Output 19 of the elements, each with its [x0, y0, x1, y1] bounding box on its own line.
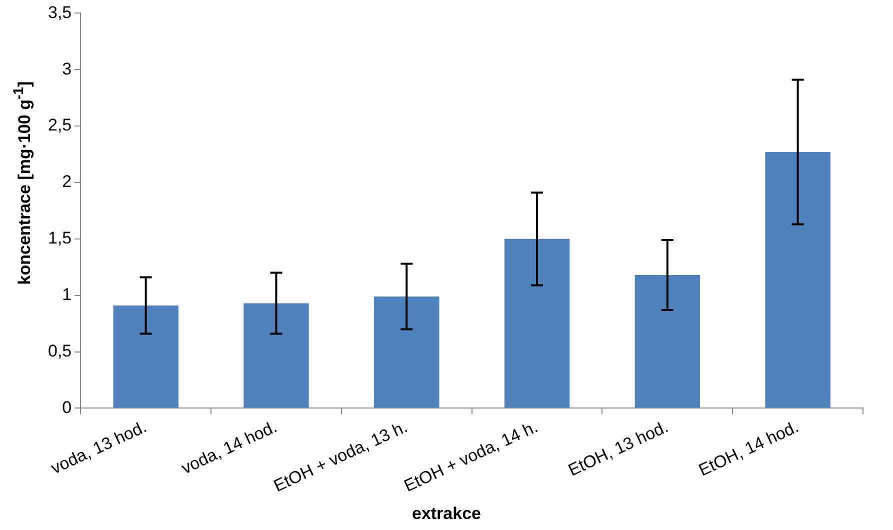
y-tick-label: 1: [62, 285, 72, 304]
bar: [244, 303, 309, 408]
y-tick-label: 3: [62, 59, 72, 78]
y-tick-label: 0: [62, 398, 72, 417]
bar: [504, 238, 570, 408]
x-axis-title: extrakce: [410, 504, 482, 524]
bar: [113, 306, 178, 408]
x-tick-label: EtOH, 14 hod.: [696, 417, 802, 480]
x-tick-label: EtOH, 13 hod.: [565, 417, 672, 480]
bar: [765, 152, 830, 408]
bar: [634, 275, 700, 408]
y-tick-label: 2,5: [48, 116, 72, 135]
y-tick-label: 3,5: [48, 2, 72, 22]
x-tick-label: voda, 13 hod.: [48, 417, 150, 478]
y-tick-label: 1,5: [48, 228, 72, 248]
x-tick-label: voda, 14 hod.: [178, 417, 280, 478]
y-tick-label: 0,5: [48, 341, 72, 360]
y-tick-label: 2: [62, 172, 72, 192]
bar: [374, 296, 440, 408]
